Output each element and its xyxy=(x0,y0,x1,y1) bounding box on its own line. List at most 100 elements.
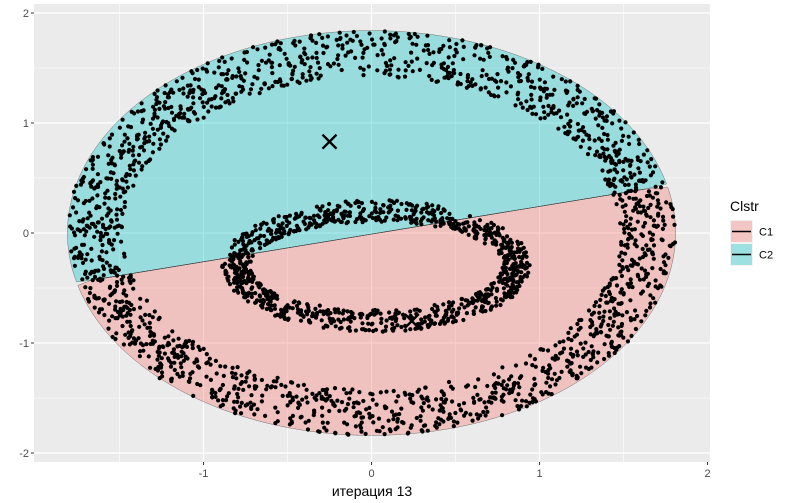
data-point xyxy=(122,139,127,144)
data-point xyxy=(432,321,438,326)
data-point xyxy=(216,398,221,403)
data-point xyxy=(593,331,598,337)
data-point xyxy=(125,136,130,141)
data-point xyxy=(343,209,348,214)
data-point xyxy=(480,68,485,73)
data-point xyxy=(314,204,319,209)
data-point xyxy=(481,57,486,62)
data-point xyxy=(653,184,658,189)
data-point xyxy=(138,315,143,320)
data-point xyxy=(587,137,592,142)
data-point xyxy=(451,300,456,305)
data-point xyxy=(585,152,591,157)
data-point xyxy=(416,387,422,392)
data-point xyxy=(636,157,641,163)
data-point xyxy=(99,216,105,221)
data-point xyxy=(412,307,417,312)
data-point xyxy=(324,387,330,392)
data-point xyxy=(158,142,163,147)
data-point xyxy=(236,66,241,71)
data-point xyxy=(622,175,627,180)
data-point xyxy=(619,287,624,292)
data-point xyxy=(171,347,176,352)
data-point xyxy=(575,321,580,327)
data-point xyxy=(249,248,254,253)
data-point xyxy=(620,258,625,263)
data-point xyxy=(181,351,186,356)
data-point xyxy=(484,72,489,77)
data-point xyxy=(434,313,439,318)
data-point xyxy=(651,218,657,223)
data-point xyxy=(529,97,534,102)
data-point xyxy=(386,205,391,210)
data-point xyxy=(612,297,617,302)
data-point xyxy=(353,219,358,225)
data-point xyxy=(156,365,161,370)
data-point xyxy=(600,110,605,115)
data-point xyxy=(345,309,350,314)
data-point xyxy=(318,73,323,78)
data-point xyxy=(339,219,344,225)
data-point xyxy=(421,48,426,53)
data-point xyxy=(283,384,288,389)
data-point xyxy=(104,260,109,265)
data-point xyxy=(388,36,393,41)
data-point xyxy=(335,56,340,62)
data-point xyxy=(661,218,666,223)
data-point xyxy=(192,360,197,365)
data-point xyxy=(120,211,125,216)
data-point xyxy=(303,215,308,220)
data-point xyxy=(437,47,442,52)
data-point xyxy=(143,130,148,135)
data-point xyxy=(119,225,124,230)
data-point xyxy=(317,66,322,71)
data-point xyxy=(171,117,177,123)
data-point xyxy=(135,133,140,138)
data-point xyxy=(549,106,554,111)
data-point xyxy=(395,208,400,213)
data-point xyxy=(374,402,379,407)
data-point xyxy=(622,182,628,188)
data-point xyxy=(612,306,617,311)
data-point xyxy=(494,286,500,291)
data-point xyxy=(128,332,133,337)
data-point xyxy=(163,83,168,88)
data-point xyxy=(97,254,102,259)
data-point xyxy=(226,274,231,279)
data-point xyxy=(259,222,264,227)
data-point xyxy=(447,38,452,43)
data-point xyxy=(511,285,516,291)
data-point xyxy=(96,184,101,189)
data-point xyxy=(520,275,525,280)
data-point xyxy=(626,158,631,163)
data-point xyxy=(454,50,459,55)
data-point xyxy=(340,46,345,51)
data-point xyxy=(105,176,111,181)
data-point xyxy=(632,172,637,177)
data-point xyxy=(475,392,480,397)
centroid-marker-c1 xyxy=(403,313,420,329)
data-point xyxy=(122,204,127,210)
data-point xyxy=(388,58,393,63)
data-point xyxy=(614,149,620,154)
data-point xyxy=(427,211,433,216)
data-point xyxy=(518,73,523,78)
data-point xyxy=(92,305,97,310)
data-point xyxy=(187,338,192,343)
data-point xyxy=(411,212,416,217)
data-point xyxy=(181,344,186,349)
data-point xyxy=(518,263,523,268)
data-point xyxy=(618,269,623,274)
data-point xyxy=(430,203,435,208)
data-point xyxy=(249,294,254,299)
data-point xyxy=(507,275,512,280)
data-point xyxy=(72,230,77,235)
data-point xyxy=(367,415,372,420)
data-point xyxy=(306,418,311,423)
data-point xyxy=(321,311,326,317)
data-point xyxy=(441,43,446,48)
data-point xyxy=(92,234,97,239)
data-point xyxy=(556,126,561,131)
data-point xyxy=(496,94,501,99)
data-point xyxy=(213,105,219,110)
